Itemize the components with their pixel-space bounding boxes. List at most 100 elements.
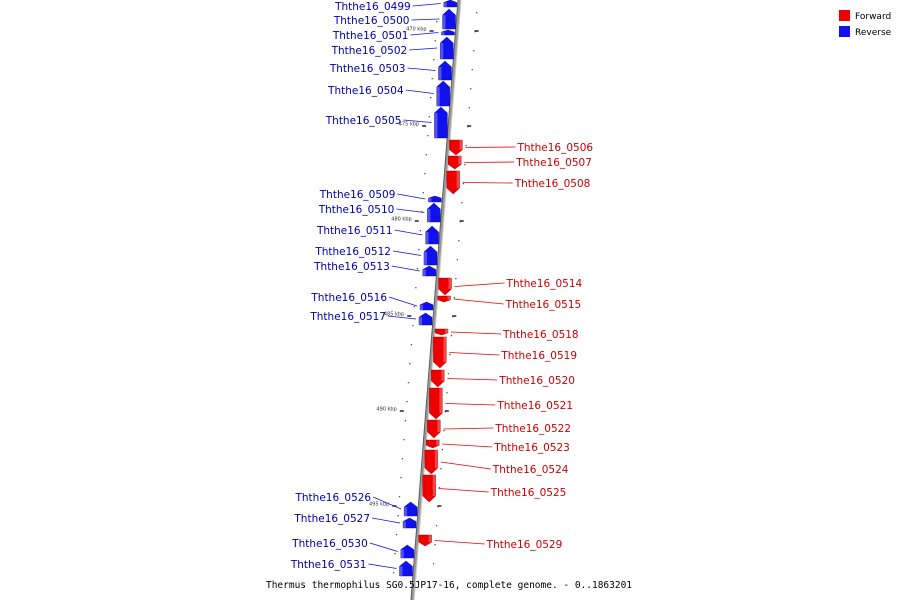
gene-label[interactable]: Ththe16_0531 xyxy=(290,559,367,571)
gene-ththe16_0529[interactable] xyxy=(418,534,432,547)
gene-label[interactable]: Ththe16_0516 xyxy=(310,292,387,304)
gene-arrow[interactable] xyxy=(424,449,439,475)
gene-ththe16_0510[interactable] xyxy=(427,202,441,223)
gene-ththe16_0521[interactable] xyxy=(429,387,443,420)
gene-arrow[interactable] xyxy=(419,301,434,311)
gene-ththe16_0500[interactable] xyxy=(442,8,456,30)
gene-arrow[interactable] xyxy=(418,534,432,547)
gene-label[interactable]: Ththe16_0521 xyxy=(496,400,573,412)
gene-arrow[interactable] xyxy=(425,225,439,245)
gene-label[interactable]: Ththe16_0523 xyxy=(493,442,570,454)
gene-ththe16_0522[interactable] xyxy=(427,419,441,439)
gene-ththe16_0526[interactable] xyxy=(403,501,418,517)
gene-leader-line xyxy=(392,250,422,256)
gene-arrow[interactable] xyxy=(442,8,456,30)
gene-ththe16_0512[interactable] xyxy=(423,245,438,266)
gene-arrow[interactable] xyxy=(434,328,449,336)
gene-label[interactable]: Ththe16_0522 xyxy=(494,423,571,435)
gene-ththe16_0499[interactable] xyxy=(443,0,457,8)
gene-ththe16_0501[interactable] xyxy=(441,29,455,36)
gene-ththe16_0513[interactable] xyxy=(422,265,436,277)
gene-arrow[interactable] xyxy=(427,202,441,223)
gene-ththe16_0503[interactable] xyxy=(438,60,452,81)
gene-arrow[interactable] xyxy=(423,245,438,266)
gene-arrow[interactable] xyxy=(434,106,448,139)
gene-ththe16_0517[interactable] xyxy=(418,312,433,326)
gene-ththe16_0530[interactable] xyxy=(400,544,414,559)
gene-label[interactable]: Ththe16_0526 xyxy=(294,492,371,504)
minor-tick xyxy=(418,249,420,251)
gene-label[interactable]: Ththe16_0502 xyxy=(331,45,408,57)
gene-ththe16_0511[interactable] xyxy=(425,225,439,245)
gene-label[interactable]: Ththe16_0519 xyxy=(500,350,577,362)
gene-label[interactable]: Ththe16_0520 xyxy=(498,375,575,387)
gene-label[interactable]: Ththe16_0530 xyxy=(291,538,368,550)
minor-tick xyxy=(400,477,402,479)
gene-label[interactable]: Ththe16_0510 xyxy=(318,204,395,216)
gene-ththe16_0515[interactable] xyxy=(437,295,451,303)
gene-arrow[interactable] xyxy=(440,36,454,60)
gene-ththe16_0507[interactable] xyxy=(448,155,462,170)
gene-arrow[interactable] xyxy=(399,560,413,577)
gene-arrow[interactable] xyxy=(427,419,441,439)
gene-arrow[interactable] xyxy=(418,312,433,326)
gene-ththe16_0520[interactable] xyxy=(431,369,445,388)
gene-ththe16_0518[interactable] xyxy=(434,328,449,336)
gene-label[interactable]: Ththe16_0513 xyxy=(313,261,390,273)
gene-arrow[interactable] xyxy=(438,60,452,81)
gene-label[interactable]: Ththe16_0515 xyxy=(505,299,582,311)
gene-ththe16_0514[interactable] xyxy=(438,277,452,296)
gene-ththe16_0531[interactable] xyxy=(399,560,413,577)
gene-ththe16_0519[interactable] xyxy=(433,336,447,369)
gene-label[interactable]: Ththe16_0511 xyxy=(316,225,393,237)
gene-arrow[interactable] xyxy=(429,387,443,420)
gene-arrow[interactable] xyxy=(449,139,463,156)
gene-label[interactable]: Ththe16_0507 xyxy=(515,157,592,169)
gene-ththe16_0524[interactable] xyxy=(424,449,439,475)
gene-ththe16_0502[interactable] xyxy=(440,36,454,60)
gene-arrow[interactable] xyxy=(443,0,457,8)
gene-ththe16_0523[interactable] xyxy=(426,439,440,449)
gene-label[interactable]: Ththe16_0512 xyxy=(314,246,391,258)
gene-ththe16_0505[interactable] xyxy=(434,106,448,139)
gene-label[interactable]: Ththe16_0517 xyxy=(309,311,386,323)
gene-label[interactable]: Ththe16_0508 xyxy=(514,178,591,190)
gene-ththe16_0527[interactable] xyxy=(402,517,417,529)
gene-ththe16_0506[interactable] xyxy=(449,139,463,156)
gene-arrow[interactable] xyxy=(422,265,436,277)
gene-arrow[interactable] xyxy=(400,544,414,559)
gene-arrow[interactable] xyxy=(402,517,417,529)
gene-label[interactable]: Ththe16_0505 xyxy=(325,115,402,127)
gene-label[interactable]: Ththe16_0518 xyxy=(502,329,579,341)
gene-label[interactable]: Ththe16_0500 xyxy=(333,15,410,27)
gene-label[interactable]: Ththe16_0503 xyxy=(329,63,406,75)
gene-arrow[interactable] xyxy=(403,501,418,517)
gene-label[interactable]: Ththe16_0524 xyxy=(492,464,569,476)
gene-arrow[interactable] xyxy=(446,170,460,195)
gene-label[interactable]: Ththe16_0506 xyxy=(516,142,593,154)
gene-label[interactable]: Ththe16_0501 xyxy=(332,30,409,42)
gene-arrow[interactable] xyxy=(438,277,452,296)
gene-arrow[interactable] xyxy=(431,369,445,388)
gene-arrow[interactable] xyxy=(428,195,442,203)
gene-label[interactable]: Ththe16_0529 xyxy=(486,539,563,551)
gene-label[interactable]: Ththe16_0499 xyxy=(334,1,411,13)
gene-arrow-highlight xyxy=(419,317,423,325)
gene-arrow[interactable] xyxy=(448,155,462,170)
gene-label[interactable]: Ththe16_0525 xyxy=(490,487,567,499)
gene-arrow[interactable] xyxy=(426,439,440,449)
gene-ththe16_0504[interactable] xyxy=(436,80,450,107)
gene-ththe16_0525[interactable] xyxy=(422,474,436,503)
gene-ththe16_0509[interactable] xyxy=(428,195,442,203)
gene-arrow[interactable] xyxy=(441,29,455,36)
gene-arrow[interactable] xyxy=(436,80,450,107)
gene-label[interactable]: Ththe16_0514 xyxy=(506,278,583,290)
gene-arrow[interactable] xyxy=(422,474,436,503)
gene-label[interactable]: Ththe16_0509 xyxy=(319,189,396,201)
gene-label[interactable]: Ththe16_0527 xyxy=(293,513,370,525)
gene-label[interactable]: Ththe16_0504 xyxy=(327,85,404,97)
gene-ththe16_0508[interactable] xyxy=(446,170,460,195)
gene-ththe16_0516[interactable] xyxy=(419,301,434,311)
gene-arrow[interactable] xyxy=(437,295,451,303)
gene-arrow[interactable] xyxy=(433,336,447,369)
